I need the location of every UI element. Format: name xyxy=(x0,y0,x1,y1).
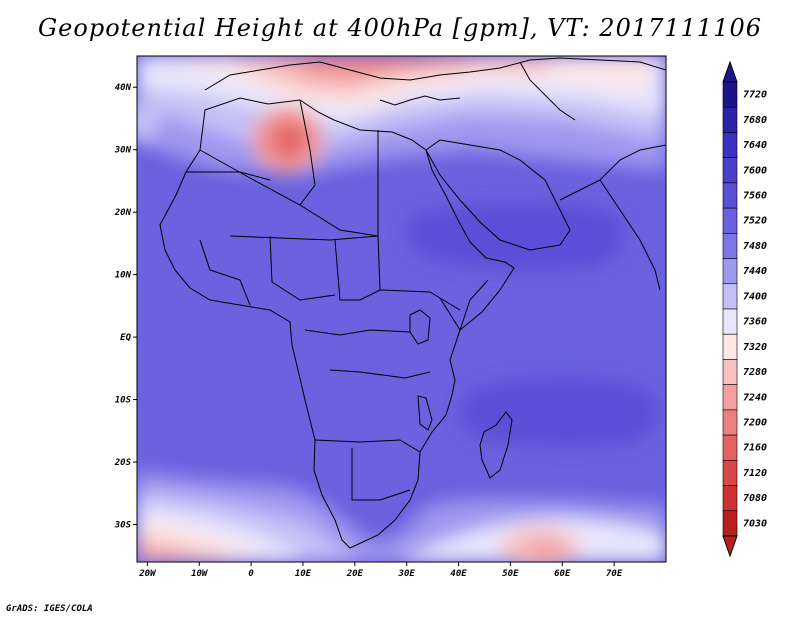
latitude-axis: 40N 30N 20N 10N EQ 10S 20S 30S xyxy=(114,83,137,531)
colorbar-swatch xyxy=(722,384,738,411)
lat-label: 40N xyxy=(115,83,132,93)
lat-label: 10N xyxy=(115,271,132,281)
lon-label: 30E xyxy=(398,569,416,579)
lat-label: EQ xyxy=(120,333,131,343)
lon-label: 20W xyxy=(138,569,157,579)
colorbar-swatch xyxy=(722,434,738,461)
colorbar-bottom-arrow xyxy=(722,535,738,558)
colorbar-label: 7160 xyxy=(743,443,767,454)
colorbar-top-arrow xyxy=(722,60,738,83)
colorbar-swatch xyxy=(722,460,738,486)
colorbar-swatch xyxy=(722,258,738,285)
colorbar-swatch xyxy=(722,157,738,184)
lon-label: 40E xyxy=(450,569,467,579)
colorbar-label: 7680 xyxy=(743,115,767,126)
colorbar-swatch xyxy=(722,283,738,310)
lat-label: 10S xyxy=(115,396,132,406)
colorbar-swatch xyxy=(722,207,738,234)
colorbar-swatch xyxy=(722,308,738,335)
coastlines xyxy=(159,57,666,549)
colorbar-swatch xyxy=(722,359,738,385)
colorbar-label: 7480 xyxy=(743,241,767,252)
colorbar-label: 7280 xyxy=(743,367,767,378)
colorbar-label: 7640 xyxy=(743,140,767,151)
lat-label: 20S xyxy=(114,458,132,468)
colorbar-label: 7240 xyxy=(743,392,767,403)
colorbar-label: 7080 xyxy=(743,493,767,504)
colorbar-label: 7320 xyxy=(743,342,767,353)
lon-label: 10W xyxy=(191,569,209,579)
lon-label: 20E xyxy=(346,569,364,579)
colorbar-label: 7520 xyxy=(743,216,767,227)
lon-label: 10E xyxy=(295,569,312,579)
colorbar-label: 7200 xyxy=(743,418,767,429)
map-frame xyxy=(136,55,667,563)
lon-label: 0 xyxy=(248,569,254,579)
lat-label: 20N xyxy=(114,208,132,218)
colorbar-swatch xyxy=(722,409,738,436)
colorbar-label: 7360 xyxy=(743,317,767,328)
lon-label: 50E xyxy=(502,569,519,579)
colorbar-swatch xyxy=(722,132,738,158)
lon-label: 60E xyxy=(554,569,571,579)
colorbar-label: 7440 xyxy=(743,266,767,277)
longitude-axis: 20W 10W 0 10E 20E 30E 40E 50E 60E 70E xyxy=(138,562,623,579)
colorbar-label: 7030 xyxy=(743,518,767,529)
credit-label: GrADS: IGES/COLA xyxy=(6,604,93,614)
colorbar-swatch xyxy=(722,510,738,537)
height-field xyxy=(137,56,666,562)
colorbar-swatch xyxy=(722,233,738,259)
colorbar-label: 7720 xyxy=(743,90,767,101)
lat-label: 30N xyxy=(114,146,132,156)
colorbar-label: 7600 xyxy=(743,165,767,176)
colorbar-swatch xyxy=(722,485,738,512)
colorbar-label: 7560 xyxy=(743,191,767,202)
colorbar-label: 7120 xyxy=(743,468,767,479)
colorbar-swatch xyxy=(722,81,738,108)
colorbar-label: 7400 xyxy=(743,291,767,302)
colorbar-swatch xyxy=(722,106,738,133)
map-title: Geopotential Height at 400hPa [gpm], VT:… xyxy=(38,14,762,42)
lat-label: 30S xyxy=(114,521,132,531)
lon-label: 70E xyxy=(606,569,623,579)
colorbar: 7720 7680 7640 7600 7560 7520 7480 7440 7400 7360… xyxy=(722,60,767,558)
colorbar-swatch xyxy=(722,182,738,209)
colorbar-swatch xyxy=(722,333,738,360)
